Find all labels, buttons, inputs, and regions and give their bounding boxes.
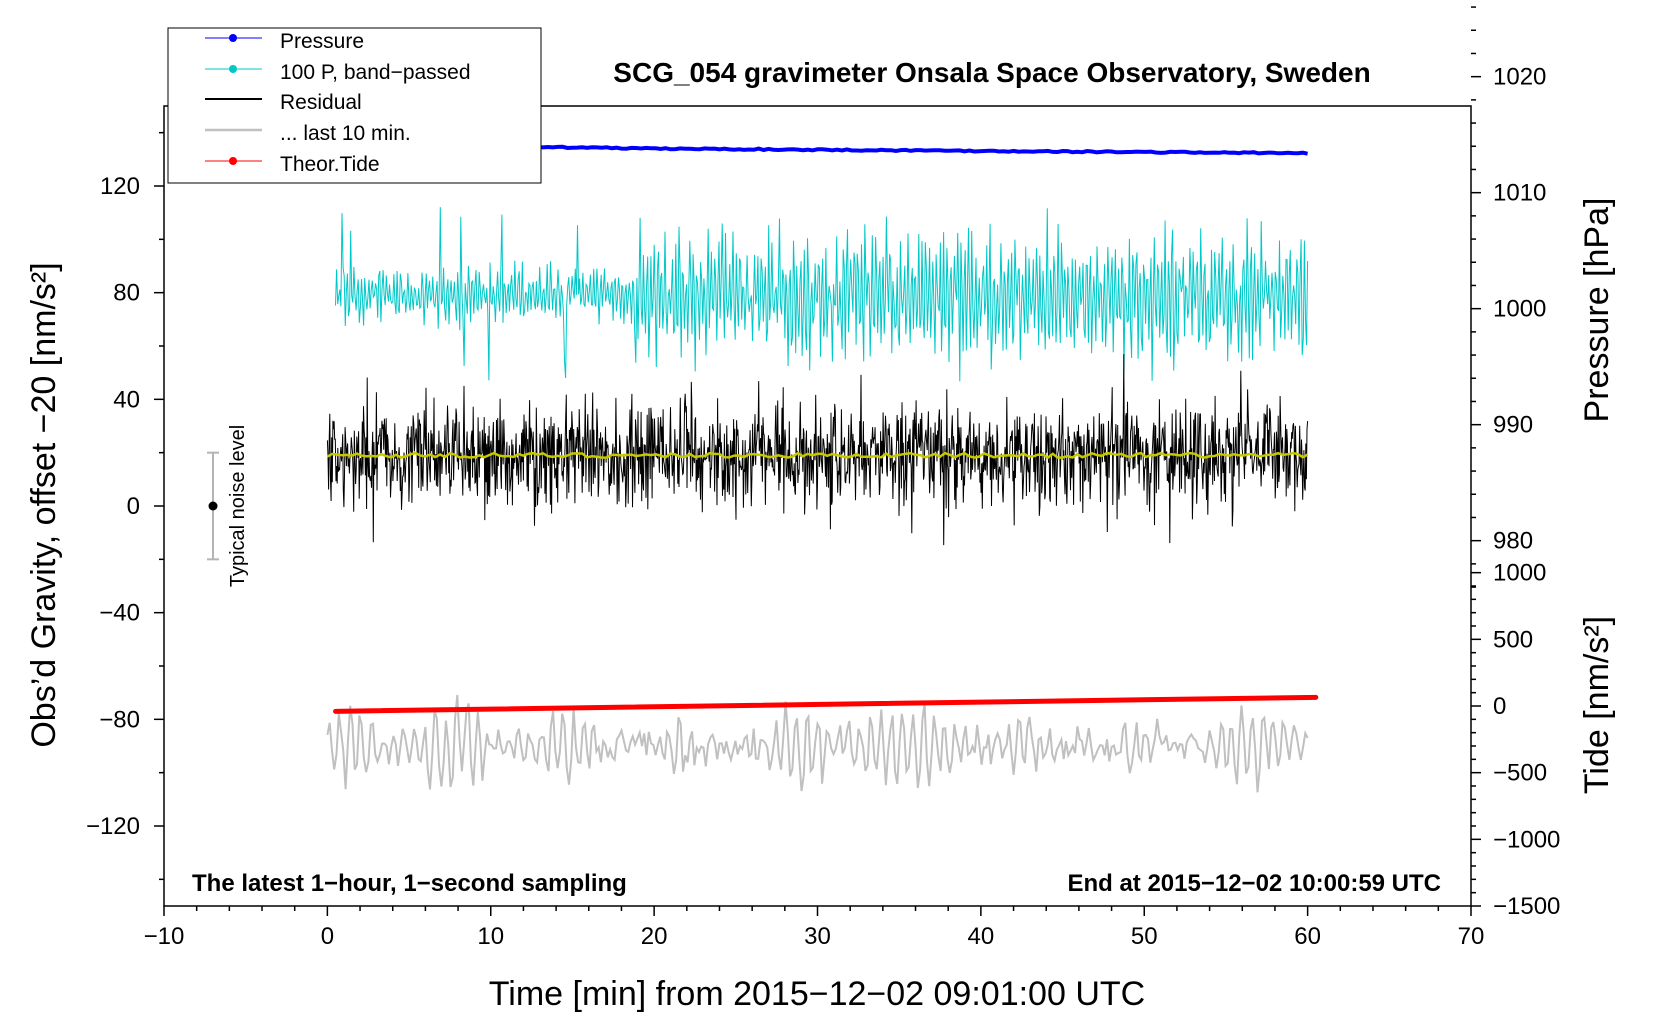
x-tick-label: 10 xyxy=(477,923,504,950)
chart-title: SCG_054 gravimeter Onsala Space Observat… xyxy=(613,57,1370,88)
legend-label-tide: Theor.Tide xyxy=(280,153,380,176)
annotation-end-time: End at 2015−12−02 10:00:59 UTC xyxy=(1067,870,1441,897)
y-left-tick-label: −40 xyxy=(99,600,140,627)
noise-bar-center-dot xyxy=(208,501,218,511)
x-axis-label: Time [min] from 2015−12−02 09:01:00 UTC xyxy=(489,975,1145,1013)
y-axis-label-pressure: Pressure [hPa] xyxy=(1578,198,1616,423)
x-tick-label: −10 xyxy=(144,923,185,950)
series-theor-tide xyxy=(333,694,1319,714)
x-tick-label: 50 xyxy=(1131,923,1158,950)
data-marks xyxy=(207,143,1319,793)
legend: Pressure 100 P, band−passed Residual ...… xyxy=(167,27,542,184)
legend-label-last10: ... last 10 min. xyxy=(280,122,411,145)
y-axis-label-tide: Tide [nm/s²] xyxy=(1578,616,1616,794)
tide-tick-label: 500 xyxy=(1493,626,1533,653)
legend-swatch-dot xyxy=(229,65,237,73)
noise-level-label: Typical noise level xyxy=(227,425,249,587)
y-axis-label-left: Obs’d Gravity, offset −20 [nm/s²] xyxy=(25,262,63,747)
series-residual-running-mean xyxy=(326,451,1309,460)
legend-label-pressure: Pressure xyxy=(280,30,364,53)
pressure-tick-label: 1010 xyxy=(1493,180,1546,207)
y-left-tick-label: 80 xyxy=(113,280,140,307)
legend-label-residual: Residual xyxy=(280,91,362,114)
tide-tick-label: 1000 xyxy=(1493,560,1546,587)
series-last-10-min xyxy=(326,694,1309,793)
tide-tick-label: −1000 xyxy=(1493,826,1560,853)
series-residual xyxy=(326,354,1309,546)
y-left-tick-label: −120 xyxy=(86,813,140,840)
series-100p-bandpassed xyxy=(335,207,1309,382)
y-left-tick-label: 40 xyxy=(113,386,140,413)
pressure-tick-label: 1020 xyxy=(1493,64,1546,91)
tide-tick-label: −1500 xyxy=(1493,893,1560,920)
legend-swatch-dot xyxy=(229,34,237,42)
x-tick-label: 70 xyxy=(1458,923,1485,950)
plot-frame xyxy=(163,105,1472,907)
x-tick-label: 30 xyxy=(804,923,831,950)
y-left-tick-label: 0 xyxy=(127,493,140,520)
annotation-sampling: The latest 1−hour, 1−second sampling xyxy=(192,870,627,897)
x-tick-label: 0 xyxy=(321,923,334,950)
legend-box xyxy=(167,27,542,184)
tide-tick-label: −500 xyxy=(1493,760,1547,787)
y-left-tick-label: −80 xyxy=(99,706,140,733)
tide-tick-label: 0 xyxy=(1493,693,1506,720)
pressure-tick-label: 980 xyxy=(1493,528,1533,555)
x-tick-label: 40 xyxy=(968,923,995,950)
pressure-tick-label: 990 xyxy=(1493,412,1533,439)
x-tick-label: 20 xyxy=(641,923,668,950)
legend-label-bandpassed: 100 P, band−passed xyxy=(280,61,471,84)
y-left-tick-label: 120 xyxy=(100,173,140,200)
axes-group: −1001020304050607012080400−40−80−1201030… xyxy=(86,6,1560,950)
pressure-tick-label: 1000 xyxy=(1493,296,1546,323)
legend-swatch-dot xyxy=(229,157,237,165)
x-tick-label: 60 xyxy=(1294,923,1321,950)
